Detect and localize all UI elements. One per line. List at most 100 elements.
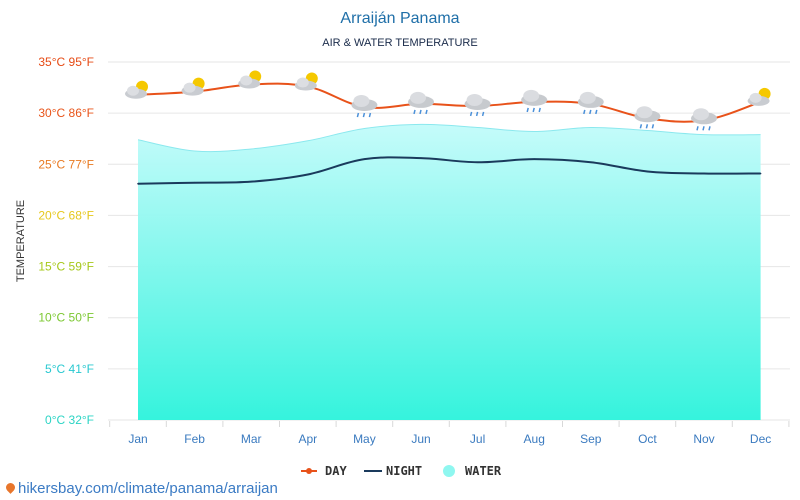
rain-drop: [368, 112, 372, 118]
rain-cloud-icon: [408, 91, 434, 115]
rain-cloud-icon: [577, 91, 604, 115]
night-point: [420, 157, 422, 159]
cloud-shape: [523, 89, 540, 102]
cloud-shape: [410, 91, 426, 104]
chart-title: Arraiján Panama: [340, 10, 459, 27]
rain-cloud-icon: [521, 89, 548, 113]
rain-drop: [696, 126, 699, 131]
y-tick-label: 25°C 77°F: [38, 157, 94, 171]
source-link[interactable]: hikersbay.com/climate/panama/arraijan: [18, 480, 278, 497]
night-point: [646, 170, 649, 173]
night-point: [193, 181, 196, 184]
x-tick-label: May: [353, 432, 376, 446]
legend-swatch: [443, 465, 455, 477]
rain-drop: [526, 107, 529, 113]
water-area: [137, 123, 761, 421]
night-point: [476, 161, 479, 164]
water-area-fill: [138, 124, 761, 421]
y-axis-label: TEMPERATURE: [15, 200, 27, 282]
rain-drop: [469, 111, 473, 117]
night-point: [533, 158, 535, 160]
y-tick-label: 20°C 68°F: [38, 208, 94, 222]
rain-drop: [645, 124, 649, 129]
weather-icons: [125, 70, 771, 131]
rain-drop: [708, 126, 711, 131]
rain-drop: [425, 109, 428, 115]
legend-item-day: DAY: [301, 464, 347, 478]
source-footer[interactable]: hikersbay.com/climate/panama/arraijan: [4, 480, 278, 497]
y-tick-label: 15°C 59°F: [38, 260, 94, 274]
cloud-shape: [579, 91, 596, 104]
night-point: [307, 173, 309, 176]
legend-label: NIGHT: [386, 464, 422, 478]
legend-item-water: WATER: [443, 464, 502, 478]
chart-subtitle: AIR & WATER TEMPERATURE: [322, 37, 477, 49]
rain-drop: [419, 109, 422, 115]
y-tick-label: 30°C 86°F: [38, 106, 94, 120]
rain-drop: [475, 111, 479, 117]
x-tick-labels: Jan Feb Mar Apr May Jun Jul Aug Sep Oct Nov Dec: [128, 432, 771, 446]
partly-sunny-icon: [238, 70, 262, 89]
x-tick-label: Mar: [241, 432, 262, 446]
cloud-shape: [127, 85, 139, 96]
rain-cloud-icon: [634, 106, 661, 129]
rain-cloud-icon: [691, 108, 717, 131]
cloud-shape: [693, 108, 709, 121]
rain-drop: [362, 112, 366, 118]
cloud-shape: [183, 82, 196, 93]
cloud-shape: [636, 106, 653, 119]
legend-label: DAY: [325, 464, 347, 478]
partly-sunny-icon: [747, 87, 771, 106]
legend-item-night: NIGHT: [364, 464, 422, 478]
x-tick-label: Jul: [470, 432, 485, 446]
day-series-line: [137, 82, 761, 123]
night-point: [590, 161, 592, 164]
rain-drop: [589, 109, 592, 115]
cloud-shape: [296, 77, 309, 88]
cloud-shape: [466, 93, 483, 106]
x-tick-label: Feb: [184, 432, 205, 446]
partly-sunny-icon: [181, 77, 205, 96]
partly-sunny-icon: [294, 72, 318, 91]
rain-drop: [532, 107, 535, 113]
night-series-line: [137, 156, 761, 185]
night-point: [137, 182, 139, 185]
legend-marker: [306, 468, 312, 474]
rain-drop: [413, 109, 416, 115]
x-tick-label: Dec: [750, 432, 771, 446]
night-point: [759, 172, 762, 175]
night-point: [363, 158, 366, 160]
x-tick-label: Jan: [128, 432, 147, 446]
cloud-shape: [353, 95, 370, 108]
location-pin-icon: [4, 481, 17, 494]
cloud-shape: [240, 75, 253, 86]
rain-drop: [583, 109, 586, 115]
x-tick-label: Sep: [580, 432, 602, 446]
night-point: [703, 172, 705, 175]
rain-drop: [595, 109, 598, 115]
legend: DAY NIGHT WATER: [301, 464, 502, 478]
x-tick-label: Aug: [524, 432, 545, 446]
rain-cloud-icon: [464, 93, 491, 117]
night-point: [250, 180, 252, 183]
rain-drop: [639, 124, 643, 129]
rain-drop: [702, 126, 705, 131]
y-tick-labels: 0°C 32°F 5°C 41°F 10°C 50°F 15°C 59°F 20°C 6…: [38, 55, 94, 427]
y-tick-label: 10°C 50°F: [38, 311, 94, 325]
y-tick-label: 35°C 95°F: [38, 55, 94, 69]
rain-drop: [481, 111, 485, 117]
x-tick-label: Jun: [411, 432, 430, 446]
partly-sunny-icon: [125, 80, 148, 99]
rain-drop: [651, 124, 655, 129]
rain-drop: [538, 107, 541, 113]
rain-drop: [356, 112, 360, 118]
x-tick-label: Nov: [693, 432, 714, 446]
y-tick-label: 5°C 41°F: [45, 362, 94, 376]
y-tick-label: 0°C 32°F: [45, 413, 94, 427]
rain-cloud-icon: [351, 95, 378, 118]
x-tick-label: Apr: [298, 432, 317, 446]
cloud-shape: [749, 92, 762, 103]
x-tick-label: Oct: [638, 432, 657, 446]
water-series-line: [137, 123, 761, 153]
